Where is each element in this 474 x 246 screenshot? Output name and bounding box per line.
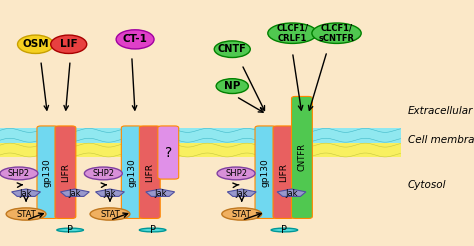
Text: P: P	[150, 225, 155, 235]
Text: STAT: STAT	[100, 210, 120, 218]
Ellipse shape	[214, 41, 250, 58]
Text: SHP2: SHP2	[225, 169, 247, 178]
Text: Jak: Jak	[236, 189, 248, 198]
FancyBboxPatch shape	[158, 126, 179, 179]
Text: Jak: Jak	[154, 189, 166, 198]
Text: CLCF1/
CRLF1: CLCF1/ CRLF1	[276, 24, 309, 43]
Polygon shape	[12, 189, 40, 196]
Text: LIFR: LIFR	[279, 163, 288, 182]
Bar	[0, 128, 401, 143]
Text: Jak: Jak	[104, 189, 116, 198]
Text: SHP2: SHP2	[8, 169, 30, 178]
Ellipse shape	[6, 208, 46, 220]
Polygon shape	[277, 189, 306, 196]
Text: NP: NP	[224, 81, 240, 91]
FancyBboxPatch shape	[292, 96, 312, 218]
FancyBboxPatch shape	[273, 126, 294, 218]
Text: Cytosol: Cytosol	[408, 180, 446, 189]
Text: Jak: Jak	[285, 189, 298, 198]
Text: gp130: gp130	[128, 158, 136, 186]
Text: CT-1: CT-1	[123, 34, 147, 44]
Text: Jak: Jak	[20, 189, 32, 198]
Polygon shape	[146, 189, 174, 196]
Ellipse shape	[116, 30, 154, 49]
Ellipse shape	[312, 23, 361, 44]
Polygon shape	[228, 189, 256, 196]
Text: Jak: Jak	[69, 189, 81, 198]
Text: LIFR: LIFR	[146, 163, 154, 182]
Text: LIF: LIF	[60, 39, 78, 49]
Ellipse shape	[216, 79, 248, 93]
Text: OSM: OSM	[22, 39, 49, 49]
Text: gp130: gp130	[43, 158, 52, 186]
Text: LIFR: LIFR	[61, 163, 70, 182]
Text: P: P	[282, 225, 287, 235]
FancyBboxPatch shape	[139, 126, 160, 218]
FancyBboxPatch shape	[37, 126, 58, 218]
Ellipse shape	[271, 228, 298, 232]
Ellipse shape	[84, 167, 122, 180]
Text: SHP2: SHP2	[92, 169, 114, 178]
Ellipse shape	[18, 35, 54, 53]
Ellipse shape	[217, 167, 255, 180]
Ellipse shape	[0, 167, 38, 180]
FancyBboxPatch shape	[121, 126, 142, 218]
Ellipse shape	[268, 23, 317, 44]
Text: Cell membrane: Cell membrane	[408, 135, 474, 145]
Ellipse shape	[139, 228, 166, 232]
Ellipse shape	[90, 208, 130, 220]
Text: CNTFR: CNTFR	[298, 143, 306, 171]
Text: Extracellular: Extracellular	[408, 106, 473, 116]
Ellipse shape	[51, 35, 87, 53]
Ellipse shape	[57, 228, 83, 232]
Polygon shape	[96, 189, 124, 196]
Text: STAT: STAT	[232, 210, 252, 218]
Bar	[0, 143, 401, 157]
FancyBboxPatch shape	[255, 126, 276, 218]
Text: gp130: gp130	[261, 158, 270, 186]
Polygon shape	[61, 189, 89, 196]
Text: CLCF1/
sCNTFR: CLCF1/ sCNTFR	[319, 24, 355, 43]
Text: ?: ?	[164, 146, 172, 159]
Text: CNTF: CNTF	[218, 44, 246, 54]
FancyBboxPatch shape	[55, 126, 76, 218]
Text: STAT: STAT	[16, 210, 36, 218]
Text: P: P	[67, 225, 73, 235]
Ellipse shape	[222, 208, 262, 220]
